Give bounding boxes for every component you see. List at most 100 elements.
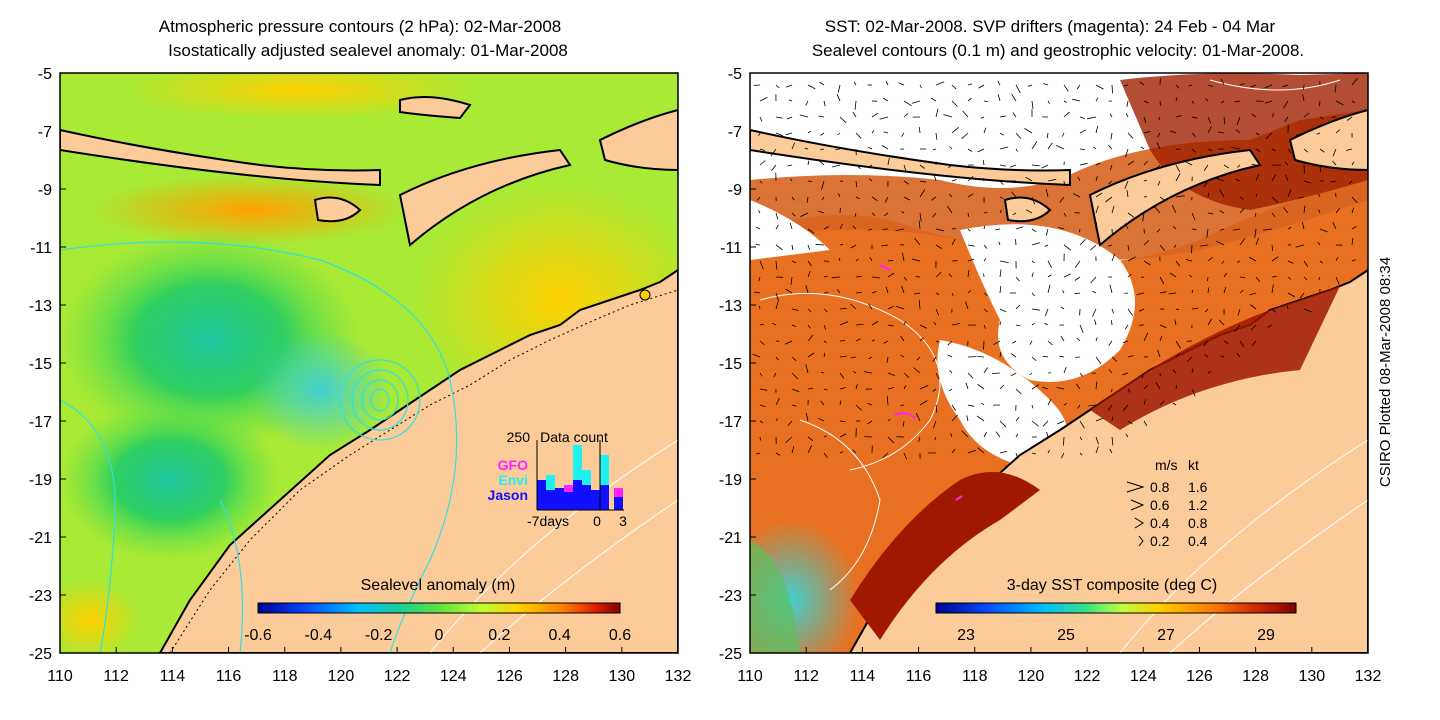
velocity-vector — [839, 433, 847, 438]
velocity-legend: m/s kt 0.8 1.6 0.6 1.2 0.4 0.8 0.2 0.4 — [1126, 457, 1208, 549]
velocity-vector — [1143, 384, 1148, 390]
velocity-vector — [759, 116, 763, 122]
velocity-vector — [871, 112, 879, 118]
velocity-vector — [1236, 116, 1241, 126]
velocity-vector — [1061, 132, 1065, 137]
velocity-vector — [1207, 192, 1210, 198]
lon-tick-label: 116 — [216, 668, 242, 685]
lon-tick-label: 126 — [1186, 668, 1213, 685]
velocity-vector — [983, 225, 986, 230]
velocity-vector — [1219, 189, 1225, 198]
sla-high-sw — [60, 580, 140, 653]
velocity-vector — [775, 212, 779, 220]
velocity-vector — [753, 291, 761, 294]
velocity-vector — [887, 372, 896, 376]
velocity-vector — [980, 116, 985, 119]
velocity-vector — [886, 356, 889, 364]
data-count-inset: 250 Data count GFO Envi Jason -7days 0 — [488, 429, 628, 529]
velocity-vector — [839, 387, 846, 390]
velocity-vector — [818, 210, 825, 214]
velocity-kt-value: 1.6 — [1188, 479, 1208, 495]
velocity-vector — [962, 110, 969, 118]
velocity-vector — [1060, 306, 1065, 310]
velocity-vector — [1127, 212, 1135, 218]
velocity-vector — [788, 99, 793, 102]
left-map — [60, 73, 678, 653]
velocity-vector — [951, 126, 959, 134]
velocity-vector — [1062, 290, 1065, 294]
lon-tick-label: 122 — [1074, 668, 1101, 685]
velocity-vector — [919, 84, 922, 89]
velocity-vector — [947, 354, 953, 358]
velocity-vector — [820, 132, 825, 136]
velocity-vector — [775, 397, 780, 406]
sst-colorbar: 3-day SST composite (deg C) 23 25 27 29 — [935, 577, 1297, 644]
velocity-vector — [775, 301, 779, 310]
velocity-vector — [935, 271, 942, 278]
velocity-vector — [852, 225, 857, 230]
lat-tick-label: -11 — [720, 240, 742, 257]
velocity-vector — [1287, 260, 1294, 264]
velocity-vector — [1203, 340, 1209, 347]
velocity-vector — [1223, 272, 1227, 278]
velocity-vector — [1126, 189, 1129, 198]
velocity-vector — [1063, 436, 1065, 446]
velocity-vector — [787, 420, 793, 426]
velocity-vector — [771, 164, 777, 172]
velocity-vector — [1175, 164, 1181, 172]
eastern-islands-right — [1288, 108, 1368, 172]
velocity-vector — [1204, 308, 1209, 313]
velocity-vector — [807, 228, 815, 234]
velocity-vector — [839, 355, 847, 358]
velocity-vector — [1297, 196, 1305, 199]
velocity-vector — [1172, 369, 1177, 374]
velocity-vector — [785, 132, 793, 136]
lon-tick-label: 110 — [47, 668, 73, 685]
velocity-vector — [855, 338, 861, 342]
velocity-vector — [1188, 84, 1193, 87]
velocity-vector — [1159, 400, 1165, 406]
velocity-vector — [1095, 162, 1101, 166]
velocity-vector — [1042, 355, 1049, 358]
velocity-vector — [1125, 433, 1129, 438]
velocity-vector — [1175, 308, 1180, 311]
velocity-vector — [1127, 355, 1134, 358]
velocity-vector — [1351, 196, 1358, 204]
lon-tick-label: 112 — [793, 668, 819, 685]
velocity-vector — [1095, 84, 1104, 90]
velocity-vector — [982, 160, 985, 166]
velocity-vector — [1318, 276, 1321, 281]
velocity-vector — [902, 420, 905, 427]
velocity-vector — [871, 130, 875, 134]
velocity-vector — [799, 114, 809, 118]
velocity-vector — [1348, 180, 1353, 184]
velocity-vector — [1047, 340, 1053, 346]
velocity-vector — [775, 116, 783, 119]
velocity-vector — [1317, 241, 1321, 246]
velocity-vector — [791, 372, 799, 380]
velocity-vector — [919, 212, 922, 222]
velocity-vector — [884, 196, 889, 203]
velocity-vector — [1095, 356, 1102, 364]
velocity-vector — [1031, 420, 1039, 427]
velocity-vector — [1015, 324, 1021, 327]
velocity-vector — [1031, 404, 1034, 409]
velocity-vector — [1187, 356, 1193, 362]
velocity-kt-value: 0.8 — [1188, 515, 1208, 531]
velocity-vector — [1090, 244, 1097, 251]
velocity-vector — [839, 223, 843, 230]
velocity-vector — [1127, 160, 1135, 166]
velocity-vector — [1047, 260, 1052, 268]
velocity-vector — [883, 131, 889, 134]
velocity-vector — [805, 364, 809, 374]
velocity-vector — [1191, 307, 1199, 310]
velocity-vector — [1063, 212, 1067, 217]
velocity-vector — [791, 446, 795, 454]
velocity-vector — [1095, 417, 1104, 422]
sst-colorbar-gradient — [935, 602, 1297, 614]
velocity-vector — [852, 111, 857, 118]
velocity-vector — [1072, 98, 1081, 102]
velocity-vector — [1335, 276, 1340, 285]
velocity-vector — [1239, 83, 1245, 86]
velocity-vector — [902, 252, 905, 262]
